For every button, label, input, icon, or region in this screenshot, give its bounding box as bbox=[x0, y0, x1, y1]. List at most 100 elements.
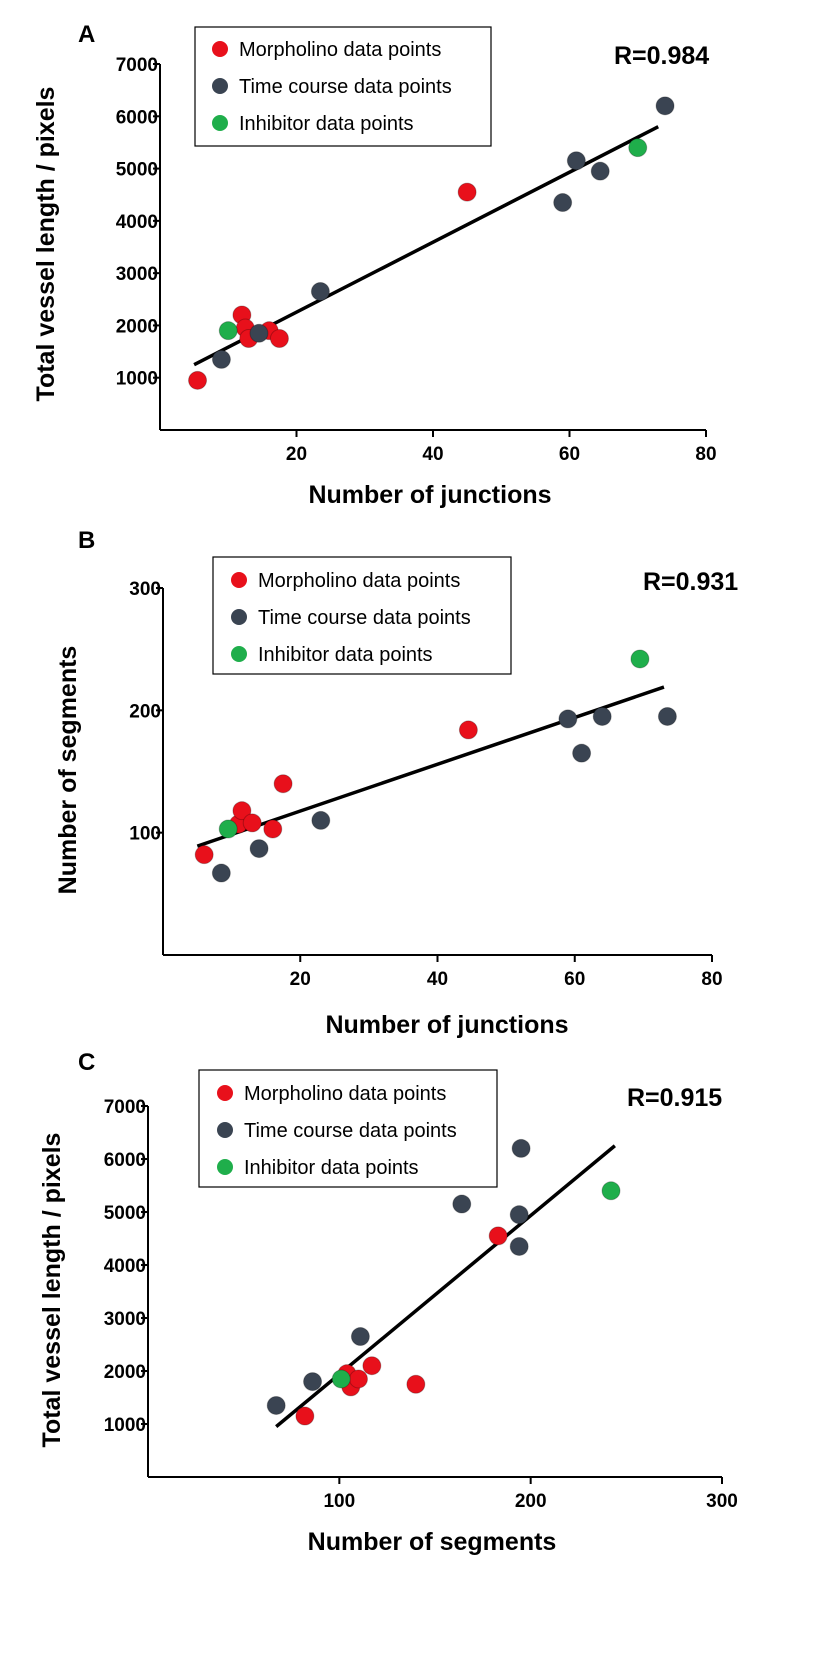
panel-c-legend-label-time-course: Time course data points bbox=[244, 1120, 457, 1142]
panel-a: A R=0.984 20 40 60 80 1000 2000 3000 4000 5000 6… bbox=[32, 21, 717, 509]
panel-a-legend-marker-inhibitor bbox=[212, 115, 228, 131]
panel-a-point-morpholino bbox=[457, 182, 477, 202]
panel-c-point-inhibitor bbox=[331, 1369, 351, 1389]
panel-a-x-ticks: 20 40 60 80 bbox=[286, 430, 717, 465]
panel-a-y-axis-title: Total vessel length / pixels bbox=[32, 87, 60, 402]
panel-b-point-time-course bbox=[572, 743, 592, 763]
panel-b-x-tick-label: 80 bbox=[701, 969, 722, 990]
panel-a-legend-marker-morpholino bbox=[212, 41, 228, 57]
panel-c-point-morpholino bbox=[348, 1369, 368, 1389]
panel-b-point-inhibitor bbox=[630, 649, 650, 669]
panel-b-y-tick-label: 300 bbox=[129, 579, 161, 600]
panel-b-x-tick-label: 40 bbox=[427, 969, 448, 990]
panel-b-point-time-course bbox=[211, 863, 231, 883]
panel-b-legend-marker-morpholino bbox=[231, 572, 247, 588]
panel-c-points bbox=[266, 1138, 621, 1426]
panel-c-y-tick-label: 4000 bbox=[104, 1256, 146, 1277]
panel-c-fit-line bbox=[275, 1144, 616, 1428]
panel-a-r-value: R=0.984 bbox=[614, 42, 709, 70]
panel-b-legend-marker-inhibitor bbox=[231, 646, 247, 662]
panel-c-y-ticks: 1000 2000 3000 4000 5000 6000 7000 bbox=[104, 1097, 148, 1436]
panel-a-y-tick-label: 5000 bbox=[116, 160, 158, 181]
panel-b-point-inhibitor bbox=[218, 819, 238, 839]
panel-a-x-tick-label: 80 bbox=[695, 444, 716, 465]
panel-a-legend-marker-time-course bbox=[212, 78, 228, 94]
panel-a-point-time-course bbox=[655, 96, 675, 116]
panel-c-legend-marker-time-course bbox=[217, 1122, 233, 1138]
panel-b-point-morpholino bbox=[232, 801, 252, 821]
panel-b-point-morpholino bbox=[273, 774, 293, 794]
panel-c-legend-label-morpholino: Morpholino data points bbox=[244, 1083, 446, 1105]
panel-b-y-tick-label: 200 bbox=[129, 701, 161, 722]
panel-c-point-morpholino bbox=[295, 1406, 315, 1426]
panel-c-point-time-course bbox=[350, 1327, 370, 1347]
panel-b-fit-line bbox=[196, 685, 665, 848]
panel-b-y-ticks: 100 200 300 bbox=[129, 579, 163, 845]
panel-c-letter: C bbox=[78, 1049, 95, 1076]
panel-c-point-time-course bbox=[266, 1395, 286, 1415]
panel-b-legend-label-inhibitor: Inhibitor data points bbox=[258, 644, 433, 666]
panel-a-legend-label-morpholino: Morpholino data points bbox=[239, 39, 441, 61]
panel-b-y-tick-label: 100 bbox=[129, 824, 161, 845]
panel-b-y-axis-title: Number of segments bbox=[54, 646, 82, 895]
panel-a-point-time-course bbox=[553, 193, 573, 213]
panel-a-y-tick-label: 6000 bbox=[116, 107, 158, 128]
panel-a-point-inhibitor bbox=[218, 321, 238, 341]
panel-b-point-time-course bbox=[249, 839, 269, 859]
panel-a-legend-label-inhibitor: Inhibitor data points bbox=[239, 113, 414, 135]
panel-c-legend-box bbox=[198, 1069, 498, 1188]
panel-a-point-morpholino bbox=[188, 370, 208, 390]
panel-c-legend-marker-inhibitor bbox=[217, 1159, 233, 1175]
panel-c-legend-marker-morpholino bbox=[217, 1085, 233, 1101]
panel-b-r-value: R=0.931 bbox=[643, 568, 738, 596]
panel-a-y-tick-label: 4000 bbox=[116, 212, 158, 233]
panel-c-regression-line bbox=[275, 1144, 616, 1428]
panel-a-x-axis-title: Number of junctions bbox=[308, 481, 551, 509]
panel-a-letter: A bbox=[78, 21, 95, 48]
panel-c-point-morpholino bbox=[406, 1374, 426, 1394]
panel-b-point-morpholino bbox=[458, 720, 478, 740]
panel-a-y-tick-label: 7000 bbox=[116, 55, 158, 76]
panel-a-x-tick-label: 60 bbox=[559, 444, 580, 465]
panel-c-x-tick-label: 200 bbox=[515, 1491, 547, 1512]
panel-a-y-tick-label: 3000 bbox=[116, 264, 158, 285]
panel-b-x-tick-label: 20 bbox=[290, 969, 311, 990]
panel-a-legend: Morpholino data points Time course data … bbox=[194, 26, 492, 147]
panel-b-points bbox=[194, 649, 677, 883]
panel-b-point-time-course bbox=[657, 706, 677, 726]
panel-b-letter: B bbox=[78, 527, 95, 554]
panel-a-point-time-course bbox=[566, 151, 586, 171]
panel-a-point-time-course bbox=[590, 161, 610, 181]
panel-c-point-time-course bbox=[511, 1138, 531, 1158]
panel-b-legend-label-morpholino: Morpholino data points bbox=[258, 570, 460, 592]
panel-c-y-tick-label: 2000 bbox=[104, 1362, 146, 1383]
panel-c-legend: Morpholino data points Time course data … bbox=[198, 1069, 498, 1188]
panel-b-x-axis-title: Number of junctions bbox=[325, 1011, 568, 1039]
panel-b-point-time-course bbox=[311, 810, 331, 830]
panel-b-point-morpholino bbox=[263, 819, 283, 839]
panel-a-point-time-course bbox=[249, 323, 269, 343]
panel-a-y-tick-label: 1000 bbox=[116, 369, 158, 390]
panel-a-point-time-course bbox=[310, 281, 330, 301]
panel-c-legend-label-inhibitor: Inhibitor data points bbox=[244, 1157, 419, 1179]
panel-b-regression-line bbox=[196, 685, 665, 848]
panel-c-point-inhibitor bbox=[601, 1181, 621, 1201]
panel-c-point-morpholino bbox=[488, 1226, 508, 1246]
panel-a-points bbox=[188, 96, 675, 390]
panel-a-y-ticks: 1000 2000 3000 4000 5000 6000 7000 bbox=[116, 55, 160, 390]
panel-b-point-time-course bbox=[592, 706, 612, 726]
panel-b-legend-box bbox=[212, 556, 512, 675]
panel-c-x-ticks: 100 200 300 bbox=[323, 1477, 738, 1512]
panel-a-x-tick-label: 40 bbox=[422, 444, 443, 465]
panel-c-y-tick-label: 7000 bbox=[104, 1097, 146, 1118]
panel-c-y-axis-title: Total vessel length / pixels bbox=[38, 1133, 66, 1448]
panel-b-x-ticks: 20 40 60 80 bbox=[290, 955, 723, 990]
panel-c-y-tick-label: 1000 bbox=[104, 1415, 146, 1436]
panel-c-point-time-course bbox=[509, 1236, 529, 1256]
panel-c: C R=0.915 100 200 300 1000 2000 3000 4000 5000… bbox=[38, 1049, 738, 1556]
panel-a-point-inhibitor bbox=[628, 138, 648, 158]
panel-a-point-time-course bbox=[211, 349, 231, 369]
panel-c-x-axis-title: Number of segments bbox=[308, 1528, 557, 1556]
panel-b-point-time-course bbox=[558, 709, 578, 729]
